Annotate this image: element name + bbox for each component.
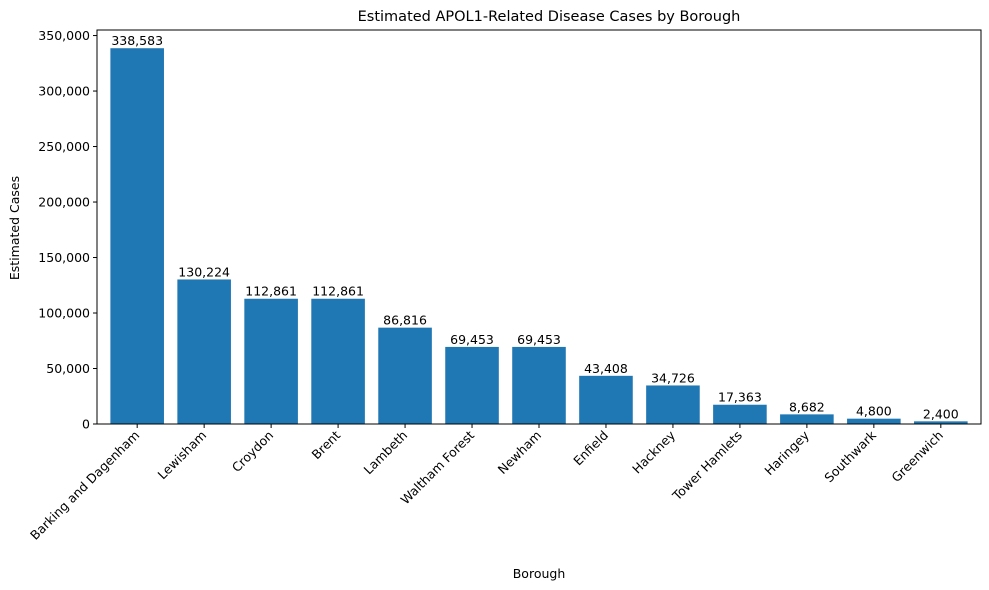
y-tick-label: 350,000 — [38, 28, 90, 43]
bar — [579, 375, 633, 424]
data-label: 69,453 — [450, 332, 494, 347]
bar — [914, 421, 968, 424]
bar — [110, 48, 164, 425]
x-axis-label: Borough — [513, 566, 566, 581]
data-label: 4,800 — [856, 404, 892, 419]
data-label: 112,861 — [312, 284, 364, 299]
x-tick-label: Haringey — [761, 427, 812, 478]
bar — [445, 346, 499, 424]
data-label: 8,682 — [789, 399, 825, 414]
y-axis-label: Estimated Cases — [7, 176, 22, 280]
chart-title: Estimated APOL1-Related Disease Cases by… — [358, 9, 741, 25]
data-label: 43,408 — [584, 361, 628, 376]
x-tick-label: Tower Hamlets — [669, 428, 745, 504]
plot-area: 338,583 130,224 112,861 112,861 86,816 69,453… — [27, 28, 982, 543]
x-tick-label: Greenwich — [888, 428, 946, 486]
data-label: 17,363 — [718, 390, 762, 405]
data-label: 2,400 — [923, 406, 959, 421]
data-label: 130,224 — [178, 264, 230, 279]
y-tick-label: 250,000 — [38, 139, 90, 154]
bar — [646, 385, 700, 424]
y-tick-label: 0 — [82, 417, 90, 432]
x-tick-label: Enfield — [570, 428, 611, 469]
x-tick-label: Hackney — [629, 427, 678, 476]
data-label: 69,453 — [517, 332, 561, 347]
bar — [311, 298, 365, 424]
y-tick-label: 200,000 — [38, 195, 90, 210]
data-label: 338,583 — [111, 33, 163, 48]
bar — [847, 418, 901, 424]
x-tick-label: Croydon — [229, 428, 276, 475]
bar — [713, 404, 767, 424]
x-tick-label: Lambeth — [361, 428, 411, 478]
x-tick-label: Newham — [495, 428, 545, 478]
y-tick-label: 50,000 — [46, 361, 90, 376]
bar — [512, 346, 566, 424]
y-tick-label: 150,000 — [38, 250, 90, 265]
bar — [378, 327, 432, 424]
bar — [780, 414, 834, 424]
x-tick-label: Brent — [309, 427, 344, 462]
bar — [177, 279, 231, 424]
data-label: 112,861 — [245, 284, 297, 299]
x-tick-label: Waltham Forest — [397, 427, 477, 507]
x-tick-label: Barking and Dagenham — [27, 428, 142, 543]
y-tick-label: 300,000 — [38, 84, 90, 99]
y-tick-label: 100,000 — [38, 306, 90, 321]
data-label: 86,816 — [383, 313, 427, 328]
x-tick-label: Lewisham — [155, 428, 210, 483]
x-tick-label: Southwark — [821, 427, 879, 485]
data-label: 34,726 — [651, 370, 695, 385]
bar — [244, 298, 298, 424]
